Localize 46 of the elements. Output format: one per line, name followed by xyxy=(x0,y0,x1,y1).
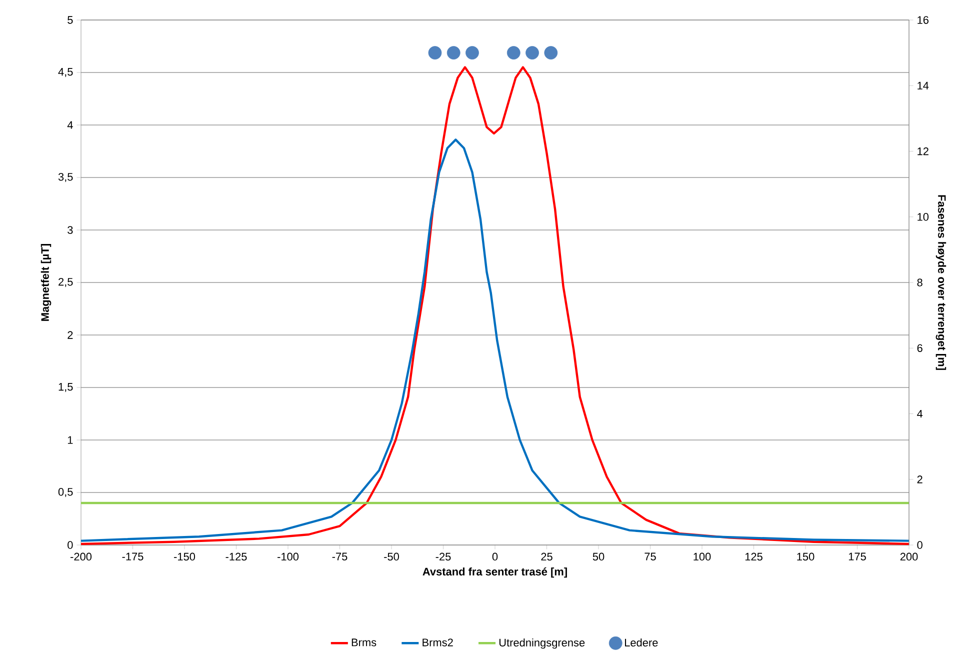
y2-tick-label: 6 xyxy=(917,344,922,352)
y2-tick-label: 12 xyxy=(918,147,928,156)
x-tick-label: 75 xyxy=(644,552,656,560)
x-tick-label: -100 xyxy=(278,552,299,561)
y-tick-label: 2,5 xyxy=(58,278,73,288)
legend-label: Brms2 xyxy=(422,638,453,646)
y2-tick-label: 14 xyxy=(918,82,929,90)
x-tick-label: -75 xyxy=(332,552,348,560)
line-series xyxy=(81,138,910,542)
y-tick-label: 5 xyxy=(68,16,73,24)
x-tick-label: -150 xyxy=(174,552,196,561)
x-tick-label: 200 xyxy=(900,552,918,561)
legend-label: Utredningsgrense xyxy=(499,638,585,649)
x-tick-label: 175 xyxy=(848,552,866,560)
y2-tick-label: 10 xyxy=(918,213,929,221)
legend-label: Brms xyxy=(352,638,376,646)
x-tick-label: -125 xyxy=(226,552,247,561)
x-tick-label: -50 xyxy=(384,552,399,561)
y2-tick-label: 2 xyxy=(917,476,922,484)
x-axis-title: Avstand fra senter trasé [m] xyxy=(422,567,567,578)
y-tick-label: 3,5 xyxy=(58,172,73,182)
x-tick-label: 50 xyxy=(592,552,604,561)
y-tick-label: 1,5 xyxy=(58,383,73,392)
y2-tick-label: 8 xyxy=(917,278,922,286)
y2-tick-label: 4 xyxy=(917,410,923,418)
y-axis-title: Magnetfelt [µT] xyxy=(40,244,52,321)
y-tick-label: 2 xyxy=(68,331,73,339)
y2-axis-title: Fasenes høyde over terrenget [m] xyxy=(936,195,946,370)
x-tick-label: -25 xyxy=(436,552,451,561)
y-tick-label: 4,5 xyxy=(58,68,73,77)
y-tick-label: 0 xyxy=(68,541,73,549)
x-tick-label: -200 xyxy=(70,552,92,561)
x-tick-label: 25 xyxy=(541,552,552,561)
x-tick-label: 150 xyxy=(797,552,814,561)
x-tick-label: 0 xyxy=(492,552,498,561)
line-series xyxy=(81,66,910,545)
y-tick-label: 1 xyxy=(68,436,73,444)
y2-tick-label: 16 xyxy=(918,16,928,24)
y-tick-label: 3 xyxy=(68,226,73,234)
y2-tick-label: 0 xyxy=(917,541,922,549)
x-tick-label: 100 xyxy=(694,552,711,561)
x-tick-label: -175 xyxy=(122,552,144,560)
legend-label: Ledere xyxy=(625,638,658,646)
y-tick-label: 4 xyxy=(67,121,73,129)
y-tick-label: 0,5 xyxy=(58,488,73,498)
x-tick-label: 125 xyxy=(745,552,762,561)
